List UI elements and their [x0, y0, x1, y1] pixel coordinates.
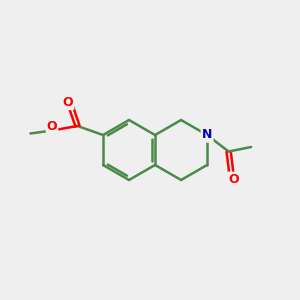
Text: O: O	[47, 120, 57, 133]
Text: N: N	[202, 128, 212, 142]
Text: O: O	[228, 172, 239, 186]
Text: O: O	[63, 96, 73, 109]
